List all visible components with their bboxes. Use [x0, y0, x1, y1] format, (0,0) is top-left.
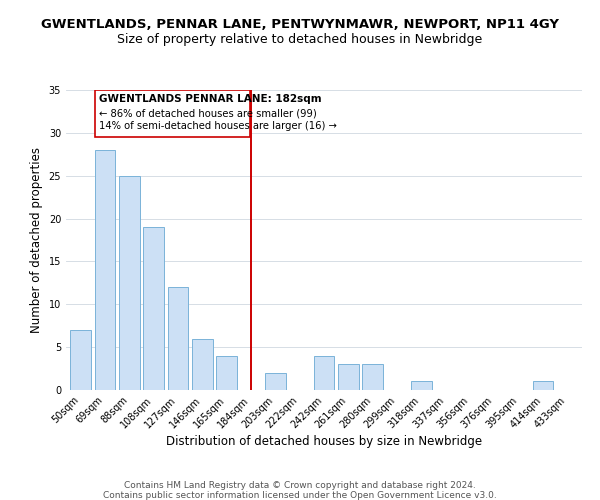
Bar — [143, 227, 164, 390]
Bar — [119, 176, 140, 390]
Text: 14% of semi-detached houses are larger (16) →: 14% of semi-detached houses are larger (… — [99, 121, 337, 131]
Text: GWENTLANDS, PENNAR LANE, PENTWYNMAWR, NEWPORT, NP11 4GY: GWENTLANDS, PENNAR LANE, PENTWYNMAWR, NE… — [41, 18, 559, 30]
Bar — [70, 330, 91, 390]
Bar — [167, 287, 188, 390]
Text: GWENTLANDS PENNAR LANE: 182sqm: GWENTLANDS PENNAR LANE: 182sqm — [99, 94, 322, 104]
Text: Contains HM Land Registry data © Crown copyright and database right 2024.: Contains HM Land Registry data © Crown c… — [124, 481, 476, 490]
FancyBboxPatch shape — [95, 90, 250, 137]
Bar — [362, 364, 383, 390]
Bar — [411, 382, 432, 390]
Text: Contains public sector information licensed under the Open Government Licence v3: Contains public sector information licen… — [103, 491, 497, 500]
Y-axis label: Number of detached properties: Number of detached properties — [30, 147, 43, 333]
Bar — [338, 364, 359, 390]
Bar — [192, 338, 212, 390]
Text: ← 86% of detached houses are smaller (99): ← 86% of detached houses are smaller (99… — [99, 108, 317, 118]
Bar — [265, 373, 286, 390]
Bar — [314, 356, 334, 390]
Text: Size of property relative to detached houses in Newbridge: Size of property relative to detached ho… — [118, 32, 482, 46]
Bar — [533, 382, 553, 390]
X-axis label: Distribution of detached houses by size in Newbridge: Distribution of detached houses by size … — [166, 436, 482, 448]
Bar — [216, 356, 237, 390]
Bar — [95, 150, 115, 390]
